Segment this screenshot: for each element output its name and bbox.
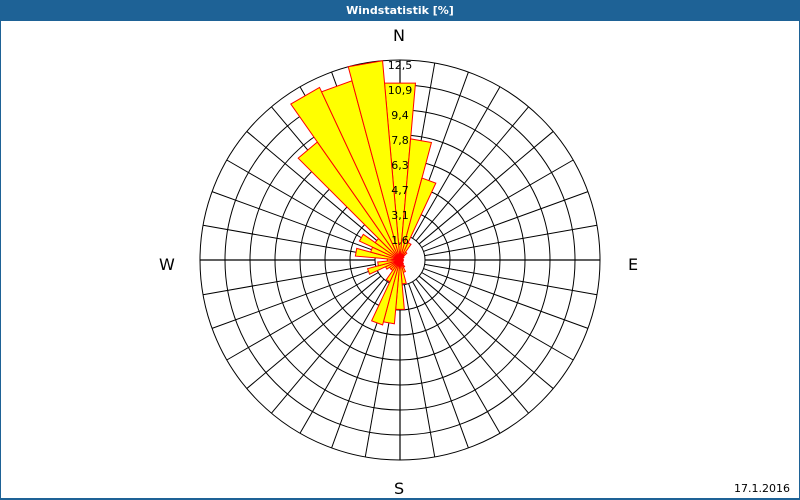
grid-spoke <box>226 272 379 361</box>
grid-spoke <box>412 86 501 239</box>
radial-tick-label: 4,7 <box>391 184 409 197</box>
grid-spoke <box>202 263 376 296</box>
grid-spoke <box>211 191 377 252</box>
wind-sector-bar <box>347 60 401 261</box>
grid-spoke <box>271 278 385 414</box>
radial-tick-label: 3,1 <box>391 209 409 222</box>
grid-spoke <box>246 275 382 389</box>
grid-spoke <box>424 224 598 257</box>
west-label: W <box>159 255 175 274</box>
north-label: N <box>393 26 405 45</box>
radial-tick-labels: 1,6 3,1 4,7 6,3 7,8 9,4 10,9 12,5 <box>388 59 413 247</box>
wind-sector-bars <box>290 60 437 326</box>
polar-grid <box>199 59 601 461</box>
grid-spoke <box>418 131 554 245</box>
east-label: E <box>628 255 639 274</box>
radial-tick-label: 7,8 <box>391 134 409 147</box>
grid-spoke <box>412 281 501 434</box>
grid-spoke <box>421 272 574 361</box>
wind-sector-bar <box>399 177 437 261</box>
radial-tick-label: 9,4 <box>391 109 409 122</box>
radial-tick-label: 6,3 <box>391 159 409 172</box>
grid-spoke <box>421 159 574 248</box>
south-label: S <box>394 479 405 498</box>
grid-spoke <box>202 224 376 257</box>
chart-title-bar: Windstatistik [%] <box>0 0 800 21</box>
grid-spoke <box>211 268 377 329</box>
grid-spoke <box>403 284 436 458</box>
grid-spoke <box>299 281 388 434</box>
date-stamp: 17.1.2016 <box>734 482 790 495</box>
grid-spoke <box>415 278 529 414</box>
grid-spoke <box>408 283 469 449</box>
grid-spoke <box>423 191 589 252</box>
chart-title: Windstatistik [%] <box>346 4 454 17</box>
grid-spoke <box>424 263 598 296</box>
grid-spoke <box>246 131 382 245</box>
grid-spoke <box>415 106 529 242</box>
radial-tick-label: 1,6 <box>391 234 409 247</box>
radial-tick-label: 12,5 <box>388 59 413 72</box>
grid-spoke <box>423 268 589 329</box>
grid-spoke <box>226 159 379 248</box>
grid-spoke <box>418 275 554 389</box>
radial-tick-label: 10,9 <box>388 84 413 97</box>
